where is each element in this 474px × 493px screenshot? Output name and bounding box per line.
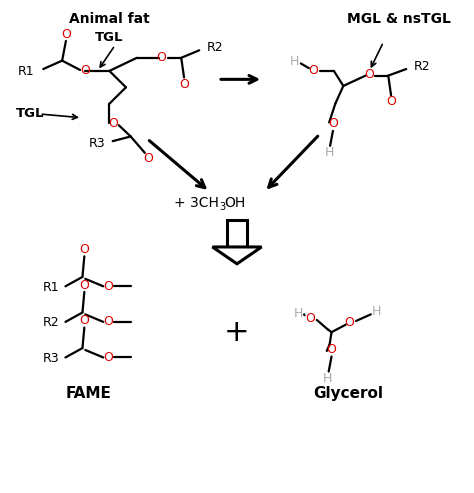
Text: O: O (80, 279, 89, 292)
Text: R3: R3 (89, 137, 105, 149)
Text: O: O (80, 65, 90, 77)
Text: R1: R1 (43, 281, 60, 294)
Polygon shape (212, 247, 262, 264)
Text: H: H (294, 307, 303, 320)
Text: O: O (345, 317, 355, 329)
Text: OH: OH (224, 196, 245, 210)
Text: O: O (144, 152, 154, 165)
Text: O: O (80, 315, 89, 327)
Text: O: O (328, 117, 338, 130)
Text: H: H (290, 55, 300, 68)
Text: Glycerol: Glycerol (313, 386, 383, 400)
Text: O: O (305, 312, 315, 324)
Text: O: O (103, 316, 113, 328)
Text: O: O (80, 243, 89, 256)
Text: O: O (309, 65, 319, 77)
Text: O: O (179, 77, 189, 91)
Text: O: O (386, 95, 396, 108)
Text: O: O (364, 68, 374, 81)
Text: 3: 3 (219, 202, 225, 211)
Text: MGL & nsTGL: MGL & nsTGL (346, 12, 451, 27)
Text: O: O (61, 28, 71, 41)
Text: FAME: FAME (65, 386, 111, 400)
Text: H: H (325, 146, 334, 159)
Text: R3: R3 (43, 352, 60, 365)
Text: R2: R2 (207, 41, 223, 54)
Text: O: O (156, 51, 166, 64)
Text: Animal fat: Animal fat (69, 12, 150, 27)
Text: TGL: TGL (95, 31, 124, 44)
Text: H: H (371, 305, 381, 318)
Text: R1: R1 (18, 66, 35, 78)
Text: O: O (108, 117, 118, 130)
Text: +: + (224, 317, 250, 347)
Text: R2: R2 (43, 317, 60, 329)
Text: O: O (103, 280, 113, 293)
Text: O: O (103, 351, 113, 364)
Text: + 3CH: + 3CH (174, 196, 219, 210)
Polygon shape (227, 220, 247, 247)
Text: TGL: TGL (16, 107, 44, 120)
Text: O: O (327, 344, 337, 356)
Text: H: H (323, 372, 332, 385)
Text: R2: R2 (414, 60, 430, 73)
